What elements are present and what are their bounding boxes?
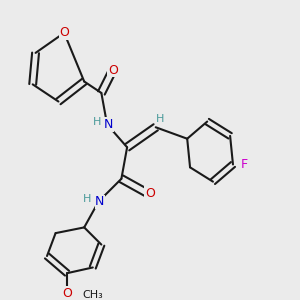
Text: H: H: [93, 117, 101, 127]
Text: H: H: [83, 194, 91, 204]
Text: O: O: [108, 64, 118, 76]
Text: F: F: [241, 158, 248, 171]
Text: N: N: [95, 195, 105, 208]
Text: CH₃: CH₃: [83, 290, 104, 300]
Text: O: O: [145, 187, 155, 200]
Text: H: H: [156, 114, 164, 124]
Text: O: O: [62, 287, 72, 300]
Text: O: O: [59, 26, 69, 39]
Text: N: N: [104, 118, 113, 131]
